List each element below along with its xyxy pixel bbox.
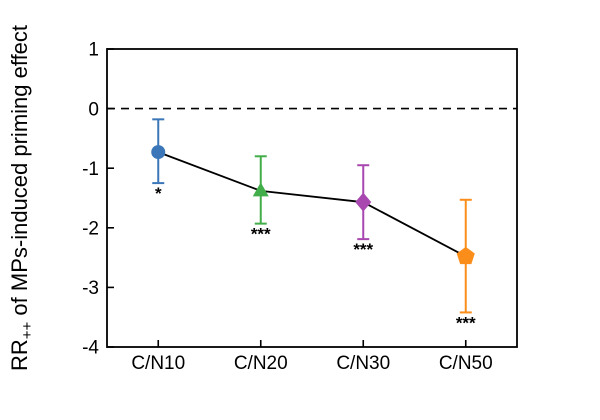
y-tick-label: -4 bbox=[82, 338, 99, 359]
data-point-marker-circle bbox=[151, 145, 166, 160]
y-axis-title: RR++ of MPs-induced priming effect bbox=[7, 25, 36, 371]
x-tick-label: C/N20 bbox=[234, 353, 288, 374]
x-tick-label: C/N50 bbox=[439, 353, 493, 374]
plot-frame bbox=[106, 48, 518, 348]
x-tick-label: C/N30 bbox=[336, 353, 390, 374]
data-point-marker-pentagon bbox=[456, 246, 475, 265]
y-tick-label: -3 bbox=[82, 278, 99, 299]
data-point-marker-diamond bbox=[355, 192, 372, 212]
y-tick-label: -1 bbox=[82, 159, 99, 180]
significance-label: *** bbox=[353, 240, 373, 259]
series-line bbox=[157, 151, 467, 258]
data-point-marker-triangle bbox=[252, 182, 269, 197]
y-tick-label: -2 bbox=[82, 218, 99, 239]
significance-label: *** bbox=[251, 225, 271, 244]
y-tick-label: 0 bbox=[88, 99, 99, 120]
significance-label: *** bbox=[456, 313, 476, 332]
significance-label: * bbox=[155, 184, 162, 203]
x-tick-label: C/N10 bbox=[131, 353, 185, 374]
y-tick-label: 1 bbox=[88, 40, 99, 61]
